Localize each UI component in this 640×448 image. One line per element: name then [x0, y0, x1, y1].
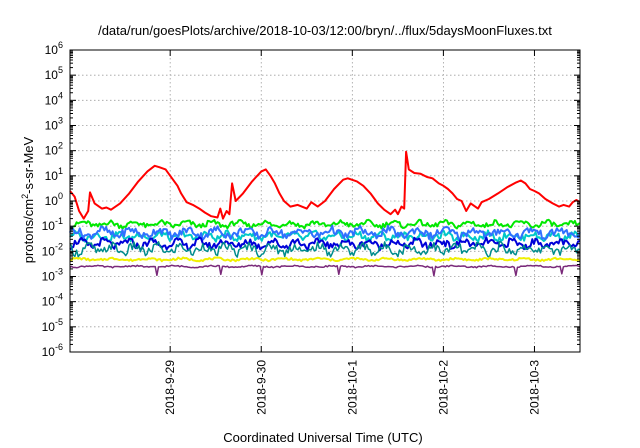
y-tick-label: 10-4: [42, 292, 63, 309]
y-tick-label: 104: [45, 90, 63, 107]
y-tick-label: 10-3: [42, 267, 63, 284]
y-tick-label: 10-1: [42, 216, 63, 233]
flux-series-line: [69, 224, 581, 241]
y-tick-label: 101: [45, 166, 63, 183]
plot-frame: [69, 49, 581, 353]
y-tick-label: 100: [45, 191, 63, 208]
series-group: [69, 150, 581, 277]
x-tick-label: 2018-10-2: [436, 360, 450, 415]
y-tick-label: 102: [45, 141, 63, 158]
x-tick-label: 2018-9-30: [254, 360, 268, 415]
chart-title: /data/run/goesPlots/archive/2018-10-03/1…: [98, 23, 552, 38]
y-axis-label-base: protons/cm: [21, 199, 36, 263]
y-axis-label: protons/cm2-s-sr-MeV: [20, 136, 36, 263]
flux-series-line: [69, 264, 580, 277]
y-tick-label: 105: [45, 65, 63, 82]
x-tick-label: 2018-9-29: [163, 360, 177, 415]
flux-series-line: [69, 150, 581, 220]
y-axis-label-rest: -s-sr-MeV: [21, 136, 36, 193]
y-tick-label: 103: [45, 116, 63, 133]
y-tick-label: 10-2: [42, 241, 63, 258]
x-tick-label: 2018-10-3: [527, 360, 541, 415]
y-tick-label: 10-6: [42, 342, 63, 359]
flux-series-line: [69, 256, 581, 263]
y-tick-label: 10-5: [42, 317, 63, 334]
x-axis-label: Coordinated Universal Time (UTC): [223, 430, 422, 445]
y-axis-label-sup: 2: [20, 194, 30, 199]
flux-series-line: [69, 229, 581, 243]
grid: [70, 50, 580, 352]
flux-series-line: [69, 236, 580, 252]
flux-series-line: [69, 240, 580, 258]
y-tick-label: 106: [45, 40, 63, 57]
x-tick-label: 2018-10-1: [345, 360, 359, 415]
flux-series-line: [69, 218, 581, 230]
x-ticks: 2018-9-29 2018-9-30 2018-10-1 2018-10-2 2018…: [163, 50, 541, 415]
